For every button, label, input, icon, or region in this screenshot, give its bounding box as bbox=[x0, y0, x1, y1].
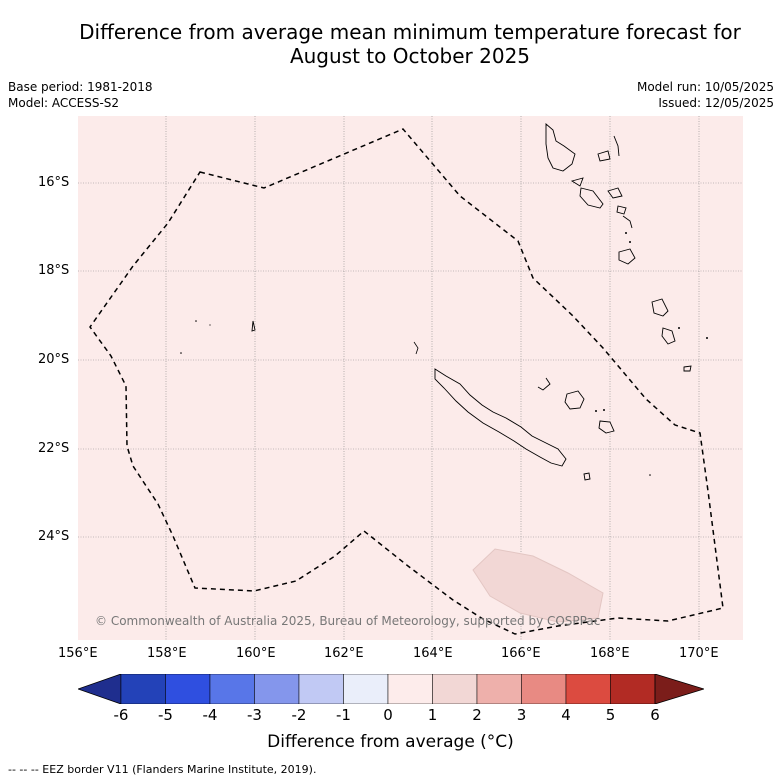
lat-tick: 16°S bbox=[38, 175, 70, 190]
lon-tick: 168°E bbox=[590, 646, 630, 661]
base-period: Base period: 1981-2018 bbox=[8, 80, 153, 94]
issued-date: Issued: 12/05/2025 bbox=[658, 96, 774, 110]
colorbar-segment bbox=[387, 673, 433, 705]
lon-tick: 156°E bbox=[58, 646, 98, 661]
colorbar-tick-label: -3 bbox=[247, 706, 262, 724]
vanuatu-malo bbox=[597, 150, 611, 162]
lon-tick: 160°E bbox=[236, 646, 276, 661]
new-caledonia-island bbox=[434, 368, 567, 467]
colorbar-tick-label: 3 bbox=[516, 706, 527, 724]
vanuatu-ambrym bbox=[616, 205, 627, 215]
lon-tick: 164°E bbox=[413, 646, 453, 661]
eez-legend-note: -- -- -- EEZ border V11 (Flanders Marine… bbox=[8, 763, 317, 776]
lat-tick: 24°S bbox=[38, 529, 70, 544]
vanuatu-erromango bbox=[651, 298, 669, 317]
map-panel bbox=[78, 116, 743, 640]
chesterfield-reef bbox=[251, 320, 256, 332]
colorbar-segment bbox=[165, 673, 211, 705]
vanuatu-maewo bbox=[613, 135, 620, 157]
colorbar-segment bbox=[343, 673, 389, 705]
colorbar-segment bbox=[209, 673, 255, 705]
colorbar-tick-label: 1 bbox=[427, 706, 438, 724]
colorbar-tick-label: -1 bbox=[336, 706, 351, 724]
map-title-line1: Difference from average mean minimum tem… bbox=[79, 20, 741, 44]
colorbar-tick-label: 0 bbox=[383, 706, 393, 724]
lat-tick: 20°S bbox=[38, 352, 70, 367]
colorbar-segment bbox=[521, 673, 567, 705]
colorbar-tick-label: -6 bbox=[113, 706, 129, 724]
vanuatu-efate bbox=[618, 248, 636, 265]
model-run-date: Model run: 10/05/2025 bbox=[636, 80, 774, 94]
lon-tick: 162°E bbox=[324, 646, 364, 661]
colorbar-tick-label: -2 bbox=[291, 706, 307, 724]
colorbar-segment bbox=[476, 673, 522, 705]
belep-islands bbox=[413, 341, 419, 355]
isle-of-pines bbox=[583, 472, 591, 481]
colorbar-tick-label: 4 bbox=[561, 706, 571, 724]
colorbar bbox=[76, 673, 706, 705]
colorbar-tick-label: -4 bbox=[202, 706, 218, 724]
map-title-line2: August to October 2025 bbox=[289, 44, 531, 68]
vanuatu-espiritu-santo bbox=[545, 123, 576, 172]
colorbar-segment bbox=[254, 673, 300, 705]
vanuatu-tanna bbox=[661, 327, 676, 345]
colorbar-label: Difference from average (°C) bbox=[267, 732, 514, 752]
colorbar-tick-label: 6 bbox=[650, 706, 660, 724]
gridlines bbox=[78, 116, 743, 640]
lon-tick: 170°E bbox=[679, 646, 719, 661]
lon-tick: 166°E bbox=[501, 646, 541, 661]
copyright-credit: © Commonwealth of Australia 2025, Bureau… bbox=[95, 614, 601, 628]
vanuatu-aneityum bbox=[683, 365, 692, 372]
vanuatu-epi bbox=[622, 215, 633, 229]
loyalty-island-mare bbox=[598, 420, 615, 434]
map-canvas bbox=[78, 116, 743, 640]
lat-tick: 22°S bbox=[38, 441, 70, 456]
metadata-right: Model run: 10/05/2025 Issued: 12/05/2025 bbox=[637, 79, 774, 111]
colorbar-segment bbox=[610, 673, 656, 705]
anomaly-patch bbox=[472, 548, 604, 623]
model-name: Model: ACCESS-S2 bbox=[8, 96, 120, 110]
loyalty-island-ouvea bbox=[537, 377, 551, 391]
colorbar-graphic bbox=[76, 673, 706, 705]
colorbar-segment bbox=[432, 673, 478, 705]
colorbar-tick-label: 5 bbox=[605, 706, 616, 724]
colorbar-extend-high bbox=[654, 673, 706, 705]
colorbar-extend-low bbox=[76, 673, 122, 705]
metadata-left: Base period: 1981-2018 Model: ACCESS-S2 bbox=[8, 79, 153, 111]
colorbar-segment bbox=[565, 673, 611, 705]
eez-border bbox=[89, 128, 724, 635]
vanuatu-ambae bbox=[570, 177, 584, 187]
lat-tick: 18°S bbox=[38, 263, 70, 278]
colorbar-tick-label: 2 bbox=[472, 706, 482, 724]
colorbar-tick-label: -5 bbox=[158, 706, 173, 724]
vanuatu-malakula bbox=[579, 187, 604, 209]
loyalty-island-lifou bbox=[564, 390, 585, 410]
colorbar-segment bbox=[298, 673, 344, 705]
vanuatu-pentecost bbox=[607, 187, 623, 199]
lon-tick: 158°E bbox=[147, 646, 187, 661]
colorbar-segment bbox=[120, 673, 166, 705]
